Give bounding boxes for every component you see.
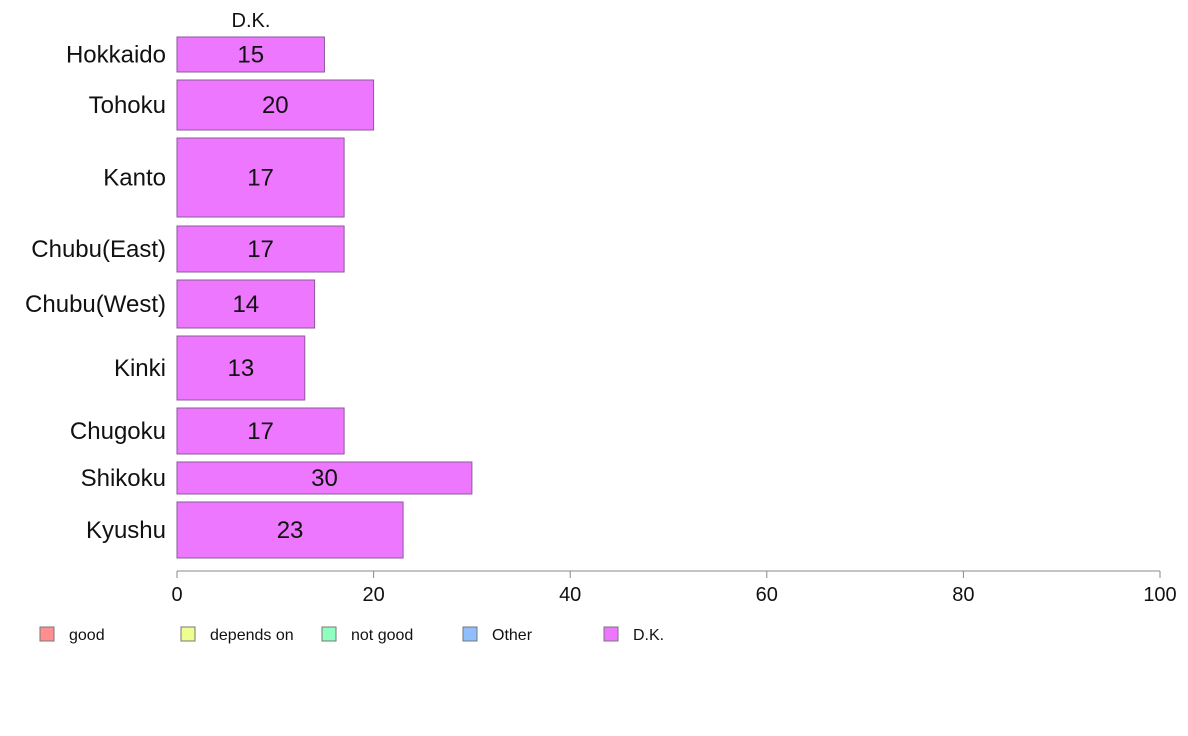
category-label: Tohoku	[89, 92, 166, 119]
bar-value-label: 14	[232, 291, 259, 318]
category-label: Kyushu	[86, 517, 166, 544]
x-axis: 0 20 40 60 80 100	[171, 570, 1177, 606]
bars: Hokkaido 15 Tohoku 20 Kanto 17 Chubu(East) 17 Ch…	[25, 36, 473, 559]
panel-title: D.K.	[232, 10, 271, 32]
legend-label: depends on	[210, 627, 294, 644]
legend-label: good	[69, 627, 105, 644]
category-label: Hokkaido	[66, 42, 166, 69]
legend-swatch	[39, 626, 55, 642]
category-label: Chubu(West)	[25, 291, 166, 318]
bar-value-label: 13	[228, 355, 255, 382]
x-tick-label: 100	[1143, 584, 1176, 606]
bar-chubu-east-	[176, 225, 345, 273]
category-label: Chugoku	[70, 418, 166, 445]
legend-swatch	[321, 626, 337, 642]
category-label: Shikoku	[81, 465, 166, 492]
bar-chubu-west-	[176, 279, 316, 329]
legend-label: D.K.	[633, 627, 664, 644]
bar-shikoku	[176, 461, 473, 495]
bar-value-label: 30	[311, 465, 338, 492]
bar-value-label: 17	[247, 418, 274, 445]
bar-kanto	[176, 137, 345, 218]
x-tick-label: 60	[756, 584, 778, 606]
legend-swatch	[603, 626, 619, 642]
bar-value-label: 17	[247, 236, 274, 263]
category-label: Chubu(East)	[31, 236, 166, 263]
legend-label: not good	[351, 627, 413, 644]
bar-value-label: 23	[277, 517, 304, 544]
x-tick-label: 20	[362, 584, 384, 606]
bar-value-label: 15	[237, 42, 264, 69]
bar-value-label: 20	[262, 92, 289, 119]
legend-label: Other	[492, 627, 533, 644]
bar-value-label: 17	[247, 165, 274, 192]
bar-hokkaido	[176, 36, 325, 73]
legend-swatch	[180, 626, 196, 642]
bar-kinki	[176, 335, 306, 401]
category-label: Kinki	[114, 355, 166, 382]
x-tick-label: 40	[559, 584, 581, 606]
category-label: Kanto	[103, 165, 166, 192]
legend-swatch	[462, 626, 478, 642]
x-tick-label: 80	[952, 584, 974, 606]
legend: good depends on not good Other D.K.	[39, 626, 664, 644]
bar-chugoku	[176, 407, 345, 455]
bar-tohoku	[176, 79, 375, 131]
x-tick-label: 0	[171, 584, 182, 606]
bar-kyushu	[176, 501, 404, 559]
